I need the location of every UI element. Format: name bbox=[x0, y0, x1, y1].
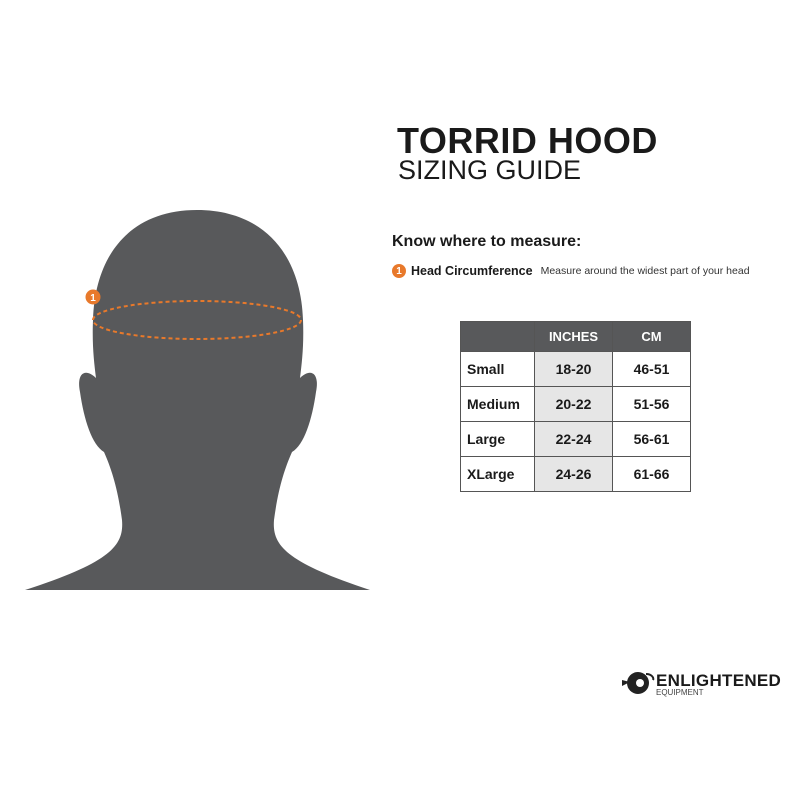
table-header: INCHES CM bbox=[460, 321, 691, 352]
cm-cell: 51-56 bbox=[612, 386, 691, 422]
circumference-line bbox=[92, 300, 302, 340]
logo-name: ENLIGHTENED bbox=[656, 671, 782, 690]
measure-item: 1 Head Circumference Measure around the … bbox=[392, 264, 750, 278]
header-inches: INCHES bbox=[534, 321, 613, 352]
table-row: Small 18-20 46-51 bbox=[460, 351, 691, 387]
size-cell: Medium bbox=[460, 386, 535, 422]
table-row: Medium 20-22 51-56 bbox=[460, 386, 691, 422]
inches-cell: 18-20 bbox=[534, 351, 613, 387]
marker-badge: 1 bbox=[392, 264, 406, 278]
table-row: XLarge 24-26 61-66 bbox=[460, 456, 691, 492]
logo-icon bbox=[622, 672, 655, 694]
marker-number: 1 bbox=[90, 293, 96, 304]
cm-cell: 56-61 bbox=[612, 421, 691, 457]
header-cm: CM bbox=[612, 321, 691, 352]
cm-cell: 46-51 bbox=[612, 351, 691, 387]
measure-heading: Know where to measure: bbox=[392, 233, 582, 250]
table-row: Large 22-24 56-61 bbox=[460, 421, 691, 457]
size-cell: Large bbox=[460, 421, 535, 457]
size-table: INCHES CM Small 18-20 46-51 Medium 20-22… bbox=[460, 321, 691, 492]
head-shape bbox=[25, 210, 370, 590]
measure-description: Measure around the widest part of your h… bbox=[540, 265, 750, 277]
page-subtitle: SIZING GUIDE bbox=[398, 155, 582, 185]
inches-cell: 22-24 bbox=[534, 421, 613, 457]
size-cell: Small bbox=[460, 351, 535, 387]
size-cell: XLarge bbox=[460, 456, 535, 492]
inches-cell: 24-26 bbox=[534, 456, 613, 492]
inches-cell: 20-22 bbox=[534, 386, 613, 422]
measure-label: Head Circumference bbox=[411, 264, 533, 278]
cm-cell: 61-66 bbox=[612, 456, 691, 492]
header-size bbox=[460, 321, 535, 352]
page-title: TORRID HOOD bbox=[397, 120, 658, 161]
marker-circle bbox=[85, 289, 101, 305]
brand-logo: ENLIGHTENED EQUIPMENT bbox=[620, 672, 781, 697]
logo-sub: EQUIPMENT bbox=[656, 688, 704, 697]
